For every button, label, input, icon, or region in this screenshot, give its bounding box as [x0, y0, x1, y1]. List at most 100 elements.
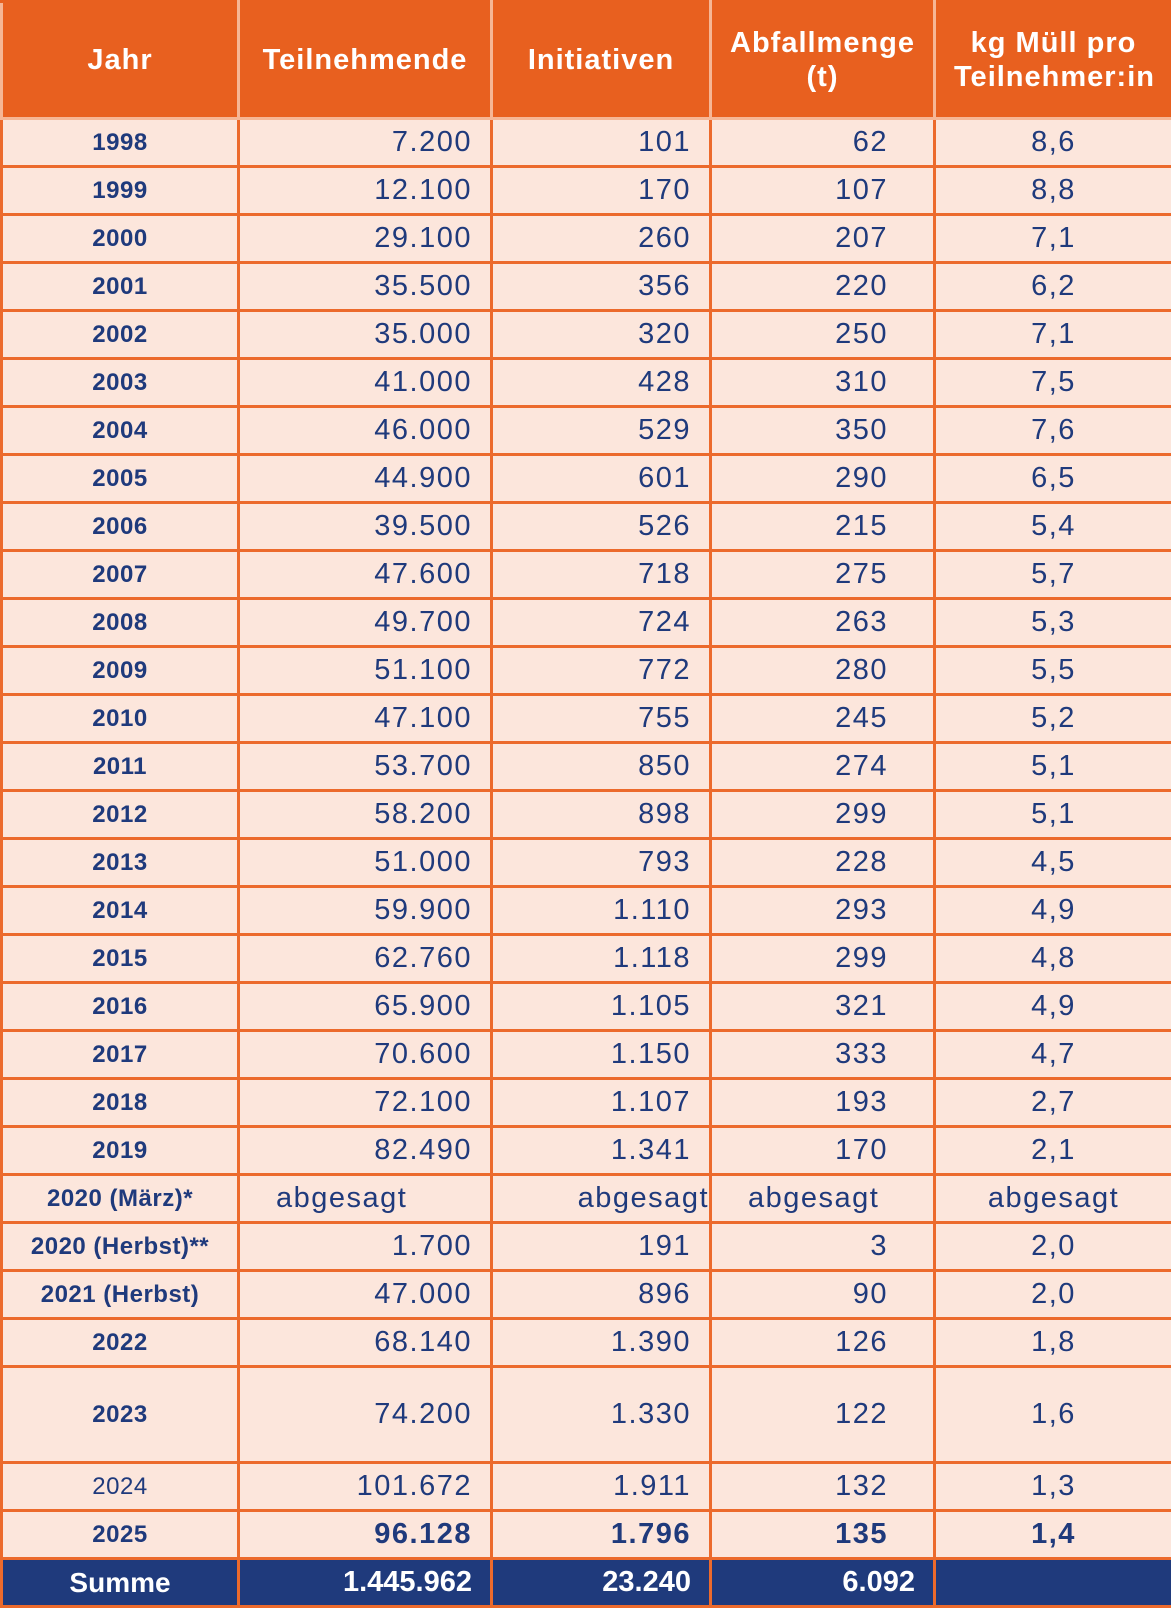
cell-kg-per-participant: 5,4: [933, 501, 1171, 552]
cell-waste: 122: [709, 1365, 936, 1464]
cell-year: 2016: [0, 981, 240, 1032]
cell-year: 2024: [0, 1461, 240, 1512]
cell-participants: abgesagt: [237, 1173, 493, 1224]
cell-participants: 58.200: [237, 789, 493, 840]
cell-participants: 70.600: [237, 1029, 493, 1080]
cell-kg-per-participant: 4,5: [933, 837, 1171, 888]
table-row: 2020 (März)* abgesagt abgesagt abgesagt abge…: [0, 1173, 1171, 1224]
header-initiatives: Initiativen: [490, 0, 712, 120]
header-kg-label-2: Teilnehmer:in: [954, 61, 1155, 93]
cell-participants: 62.760: [237, 933, 493, 984]
header-participants-label: Teilnehmende: [262, 44, 468, 76]
total-waste: 6.092: [709, 1557, 936, 1608]
table-footer: Summe 1.445.962 23.240 6.092: [0, 1557, 1171, 1608]
cell-year: 2021 (Herbst): [0, 1269, 240, 1320]
cell-year: 2000: [0, 213, 240, 264]
table-row: 2009 51.100 772 280 5,5: [0, 645, 1171, 696]
cell-participants: 68.140: [237, 1317, 493, 1368]
total-label: Summe: [0, 1557, 240, 1608]
cell-waste: 228: [709, 837, 936, 888]
cell-initiatives: 718: [490, 549, 712, 600]
table-row: 2023 74.200 1.330 122 1,6: [0, 1365, 1171, 1464]
cell-year: 2011: [0, 741, 240, 792]
cell-kg-per-participant: abgesagt: [933, 1173, 1171, 1224]
cell-kg-per-participant: 1,4: [933, 1509, 1171, 1560]
cell-year: 1999: [0, 165, 240, 216]
cell-kg-per-participant: 5,1: [933, 741, 1171, 792]
cell-participants: 47.000: [237, 1269, 493, 1320]
cell-participants: 35.000: [237, 309, 493, 360]
cell-initiatives: 1.118: [490, 933, 712, 984]
table-header: Jahr Teilnehmende Initiativen Abfallmeng…: [0, 0, 1171, 120]
table-row: 2001 35.500 356 220 6,2: [0, 261, 1171, 312]
table-row: 2013 51.000 793 228 4,5: [0, 837, 1171, 888]
cell-initiatives: 191: [490, 1221, 712, 1272]
cell-waste: 310: [709, 357, 936, 408]
cell-participants: 59.900: [237, 885, 493, 936]
cell-kg-per-participant: 5,1: [933, 789, 1171, 840]
cell-year: 2017: [0, 1029, 240, 1080]
cell-waste: 3: [709, 1221, 936, 1272]
table-row: 2003 41.000 428 310 7,5: [0, 357, 1171, 408]
table-body: 1998 7.200 101 62 8,6 1999 12.100 170 107 8,8 2000…: [0, 117, 1171, 1560]
cell-kg-per-participant: 2,0: [933, 1269, 1171, 1320]
header-year: Jahr: [0, 0, 240, 120]
cell-waste: 245: [709, 693, 936, 744]
cell-kg-per-participant: 5,7: [933, 549, 1171, 600]
cell-waste: 132: [709, 1461, 936, 1512]
cell-initiatives: 1.796: [490, 1509, 712, 1560]
cell-year: 2013: [0, 837, 240, 888]
cell-initiatives: 428: [490, 357, 712, 408]
cell-initiatives: 850: [490, 741, 712, 792]
cell-participants: 49.700: [237, 597, 493, 648]
cell-waste: 220: [709, 261, 936, 312]
cell-waste: 321: [709, 981, 936, 1032]
cell-kg-per-participant: 2,1: [933, 1125, 1171, 1176]
header-row: Jahr Teilnehmende Initiativen Abfallmeng…: [0, 0, 1171, 120]
table-row: 2019 82.490 1.341 170 2,1: [0, 1125, 1171, 1176]
cell-waste: 263: [709, 597, 936, 648]
cell-kg-per-participant: 7,5: [933, 357, 1171, 408]
table-row: 2017 70.600 1.150 333 4,7: [0, 1029, 1171, 1080]
cell-waste: 299: [709, 933, 936, 984]
header-year-label: Jahr: [87, 44, 153, 76]
cell-initiatives: 1.390: [490, 1317, 712, 1368]
table-row: 2002 35.000 320 250 7,1: [0, 309, 1171, 360]
cell-participants: 47.100: [237, 693, 493, 744]
cell-kg-per-participant: 2,0: [933, 1221, 1171, 1272]
cell-kg-per-participant: 8,6: [933, 117, 1171, 168]
table-row: 2016 65.900 1.105 321 4,9: [0, 981, 1171, 1032]
cell-waste: 207: [709, 213, 936, 264]
cell-participants: 29.100: [237, 213, 493, 264]
cell-waste: 274: [709, 741, 936, 792]
cell-waste: 290: [709, 453, 936, 504]
cell-participants: 46.000: [237, 405, 493, 456]
cell-initiatives: 1.105: [490, 981, 712, 1032]
cell-initiatives: 170: [490, 165, 712, 216]
cell-participants: 41.000: [237, 357, 493, 408]
cell-year: 2022: [0, 1317, 240, 1368]
cell-waste: 280: [709, 645, 936, 696]
cell-initiatives: 1.911: [490, 1461, 712, 1512]
cell-initiatives: 1.341: [490, 1125, 712, 1176]
cell-waste: 299: [709, 789, 936, 840]
cell-year: 2019: [0, 1125, 240, 1176]
table-row: 2021 (Herbst) 47.000 896 90 2,0: [0, 1269, 1171, 1320]
cell-waste: 170: [709, 1125, 936, 1176]
table-row: 1998 7.200 101 62 8,6: [0, 117, 1171, 168]
table-row: 2006 39.500 526 215 5,4: [0, 501, 1171, 552]
cell-kg-per-participant: 4,8: [933, 933, 1171, 984]
table-row: 2020 (Herbst)** 1.700 191 3 2,0: [0, 1221, 1171, 1272]
cell-participants: 12.100: [237, 165, 493, 216]
cell-initiatives: 356: [490, 261, 712, 312]
cell-waste: 215: [709, 501, 936, 552]
cell-participants: 51.000: [237, 837, 493, 888]
cell-participants: 1.700: [237, 1221, 493, 1272]
cell-initiatives: 724: [490, 597, 712, 648]
table-row: 2014 59.900 1.110 293 4,9: [0, 885, 1171, 936]
cell-year: 2010: [0, 693, 240, 744]
cell-kg-per-participant: 6,2: [933, 261, 1171, 312]
cell-year: 2001: [0, 261, 240, 312]
cell-year: 2020 (Herbst)**: [0, 1221, 240, 1272]
